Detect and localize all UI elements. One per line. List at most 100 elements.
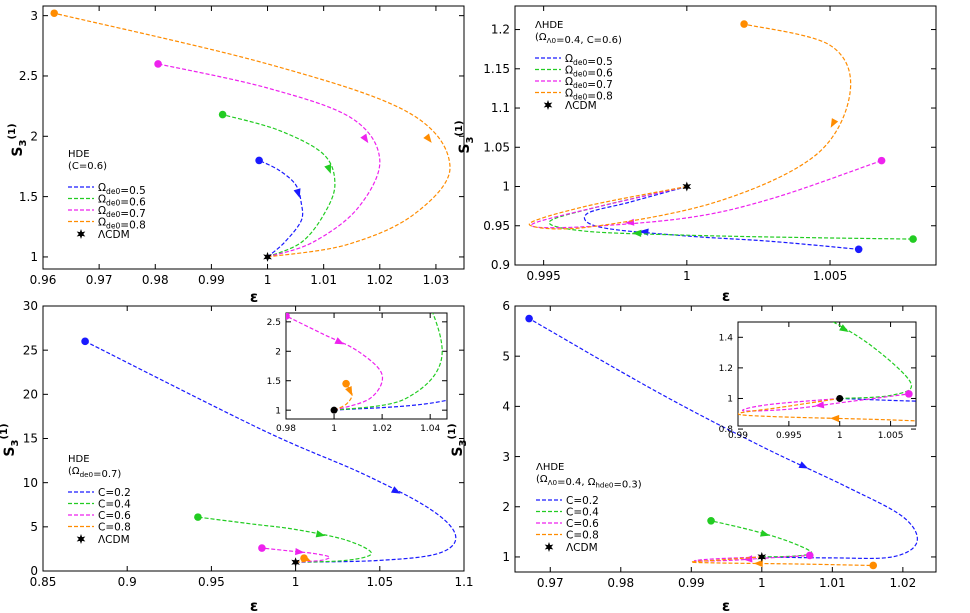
panel-1-series-endpoint (50, 9, 59, 18)
panel-1-series-line (258, 159, 304, 258)
panel-4-xtick-label: 1 (758, 576, 766, 590)
panel-1-legend-label: Ωde0=0.7 (98, 205, 146, 220)
panel-1-legend-lcdm-label: ΛCDM (98, 229, 130, 241)
panel-3-inset-frame (285, 312, 448, 420)
panel-2-series-endpoint (909, 235, 917, 243)
panel-1: 0.96 0.97 0.98 0.99 1 1.01 1.02 1.03 1 1.5 2 2.5 3 HD… (7, 5, 465, 306)
panel-3-inset-series-arrow (334, 337, 345, 345)
panel-2-series-line (583, 185, 859, 250)
panel-4-xtick-label: 1.01 (819, 576, 846, 590)
panel-4-xtick-label: 0.97 (537, 576, 564, 590)
panel-2-legend-label: Ωde0=0.7 (565, 76, 613, 91)
panel-1-series-endpoint (154, 60, 162, 68)
panel-1-legend-title: HDE (68, 149, 90, 160)
panel-2-lcdm-point (682, 181, 692, 192)
panel-3-ytick-label: 30 (23, 299, 38, 313)
panel-4-inset-series-group (738, 285, 916, 423)
panel-1-ytick-label: 1 (30, 250, 38, 264)
panel-4-series-arrow (743, 555, 753, 563)
panel-3-legend-label: C=0.8 (98, 522, 131, 534)
panel-4-inset-xtick-label: 0.995 (776, 431, 802, 441)
panel-1-xtick-label: 1.01 (310, 273, 337, 287)
panel-4-legend-title: ΛHDE (536, 462, 564, 473)
panel-3-legend-label: C=0.6 (98, 510, 131, 522)
panel-3-inset-series-endpoint (286, 313, 290, 320)
panel-4-series-endpoint (869, 561, 878, 570)
panel-3-xtick-label: 1 (292, 575, 300, 589)
panel-2-series-endpoint (877, 156, 886, 165)
panel-4-ytick-label: 5 (502, 349, 510, 363)
panel-3-inset-ytick-label: 2 (275, 347, 281, 357)
panel-3-series-endpoint (258, 544, 266, 552)
panel-4-xlabel: ε (722, 597, 730, 613)
panel-2-series-endpoint (740, 20, 748, 28)
panel-4-series-arrow (760, 529, 770, 537)
panel-4: 0.97 0.98 0.99 1 1.01 1.02 1 2 3 4 5 6 ΛHDE(ΩΛ0=0.4,… (447, 285, 937, 613)
panel-4-inset-series-arrow (814, 401, 825, 409)
panel-1-series-arrow (324, 164, 332, 174)
panel-4-legend-subtitle: (ΩΛ0=0.4, Ωhde0=0.3) (536, 474, 642, 491)
panel-3-series-endpoint (81, 337, 89, 346)
panel-2-series-endpoint (854, 245, 863, 254)
panel-3-inset-xtick-label: 0.98 (276, 424, 296, 434)
panel-4-inset-xtick-label: 1.005 (878, 431, 904, 441)
panel-2-legend-label: Ωde0=0.8 (565, 88, 613, 103)
panel-3-ytick-label: 15 (23, 432, 38, 446)
panel-2-series-arrow (830, 118, 839, 128)
panel-2-xlabel: ε (722, 287, 730, 305)
panel-3-inset-series-line (286, 315, 384, 411)
panel-3-legend-lcdm-marker (76, 534, 86, 544)
panel-4-xtick-label: 0.99 (678, 576, 705, 590)
panel-3-xtick-label: 1.05 (366, 575, 393, 589)
panel-4-series-arrow (798, 461, 809, 469)
panel-2-legend-subtitle: (ΩΛ0=0.4, C=0.6) (535, 32, 622, 46)
panel-4-ytick-label: 3 (502, 450, 510, 464)
panel-1-series-endpoint (218, 110, 227, 119)
panel-4-xtick-label: 0.98 (607, 576, 634, 590)
panel-3-inset-ytick-label: 1 (275, 406, 281, 416)
panel-3-xtick-label: 0.9 (118, 575, 137, 589)
panel-1-series-line (222, 114, 336, 258)
panel-4-ylabel: S3(1) (447, 423, 469, 456)
panel-4-inset-ytick-label: 1.2 (719, 364, 733, 374)
panel-2-legend-label: Ωde0=0.5 (565, 53, 613, 68)
panel-4-inset-series-endpoint (763, 285, 771, 293)
panel-3-ytick-label: 5 (30, 520, 38, 534)
panel-1-series-arrow (293, 188, 301, 198)
panel-2-ylabel: S3(1) (454, 120, 476, 153)
panel-1-series-group (50, 9, 451, 258)
panel-1-legend-label: Ωde0=0.8 (98, 217, 146, 232)
panel-3-inset-series-endpoint (342, 379, 350, 388)
panel-2-series-arrow (632, 229, 642, 237)
panel-3-inset-series-group (286, 313, 447, 411)
panel-1-xtick-label: 1.02 (366, 273, 393, 287)
panel-2-ytick-label: 1.1 (491, 101, 510, 115)
panel-4-ytick-label: 1 (502, 550, 510, 564)
panel-3-inset: 0.98 1 1.02 1.04 1 1.5 2 2.5 (267, 312, 448, 434)
panel-3-inset-xtick-label: 1.04 (420, 424, 440, 434)
panel-2: 0.995 1 1.005 0.9 0.95 1 1.05 1.1 1.15 1.2 ΛHDE(ΩΛ… (454, 5, 937, 305)
panel-1-series-line (157, 63, 381, 258)
panel-3-series-line (197, 516, 373, 563)
panel-2-legend-lcdm-label: ΛCDM (565, 100, 597, 112)
panel-3-series-arrow (315, 530, 326, 538)
panel-3-legend-label: C=0.2 (98, 487, 131, 499)
panel-4-inset-ytick-label: 1.4 (719, 333, 734, 343)
panel-2-xtick-label: 1 (683, 269, 691, 283)
panel-1-legend-lcdm-marker (76, 229, 86, 239)
panel-2-series-line (528, 23, 852, 230)
panel-3-legend-subtitle: (Ωde0=0.7) (68, 466, 121, 480)
panel-4-series-line (528, 317, 918, 560)
panel-4-legend-label: C=0.2 (566, 495, 599, 507)
panel-4-ytick-label: 6 (502, 299, 510, 313)
panel-1-xtick-label: 0.97 (86, 273, 113, 287)
panel-4-legend-label: C=0.4 (566, 507, 599, 519)
panel-4-inset-xtick-label: 1 (837, 431, 843, 441)
panel-3-inset-xtick-label: 1 (331, 424, 337, 434)
panel-2-legend-title: ΛHDE (535, 20, 563, 31)
panel-4-inset-lcdm-point (836, 394, 844, 402)
panel-4-xtick-label: 1.02 (889, 576, 916, 590)
panel-3-xtick-label: 0.85 (30, 575, 57, 589)
panel-1-xtick-label: 0.98 (142, 273, 169, 287)
panel-1-xtick-label: 1.03 (423, 273, 450, 287)
